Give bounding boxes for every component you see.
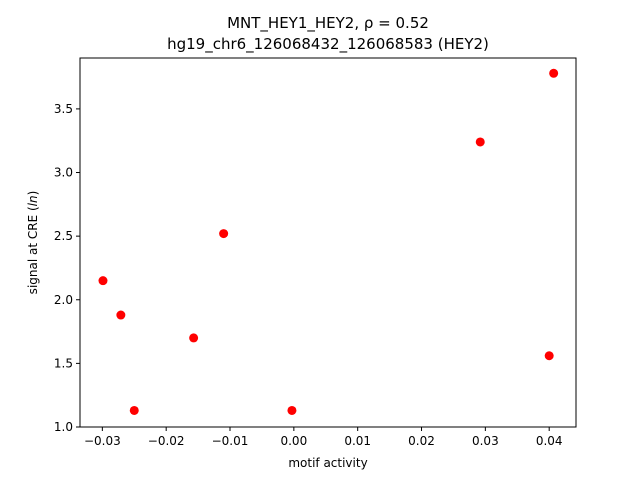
y-tick-label: 3.0 [54, 166, 73, 180]
x-tick-label: 0.04 [536, 434, 563, 448]
x-axis-ticks: −0.03 −0.02 −0.01 0.00 0.01 0.02 0.03 0.04 [84, 427, 563, 448]
data-point [475, 137, 485, 147]
data-points [98, 68, 559, 415]
y-axis-label-suffix: ) [26, 191, 40, 196]
data-point [189, 333, 199, 343]
x-tick-label: −0.02 [148, 434, 185, 448]
y-axis-label-prefix: signal at CRE ( [26, 206, 40, 294]
data-point [219, 229, 229, 239]
data-point [116, 310, 126, 320]
y-tick-label: 2.5 [54, 229, 73, 243]
data-point [129, 405, 139, 415]
y-axis-ticks: 1.0 1.5 2.0 2.5 3.0 3.5 [54, 102, 80, 434]
data-point [549, 68, 559, 78]
chart-title-line1: MNT_HEY1_HEY2, ρ = 0.52 [227, 14, 429, 33]
y-axis-label: signal at CRE (ln) [26, 191, 40, 295]
x-tick-label: 0.01 [344, 434, 371, 448]
y-tick-label: 1.5 [54, 356, 73, 370]
x-tick-label: 0.02 [408, 434, 435, 448]
x-axis-label: motif activity [288, 456, 367, 470]
x-tick-label: 0.03 [472, 434, 499, 448]
x-tick-label: −0.03 [84, 434, 121, 448]
y-axis-label-italic: ln [26, 195, 40, 206]
y-tick-label: 1.0 [54, 420, 73, 434]
y-tick-label: 2.0 [54, 293, 73, 307]
plot-frame [79, 57, 577, 428]
x-tick-label: 0.00 [280, 434, 307, 448]
y-tick-label: 3.5 [54, 102, 73, 116]
chart-title-line2: hg19_chr6_126068432_126068583 (HEY2) [167, 35, 489, 54]
data-point [544, 351, 554, 361]
x-tick-label: −0.01 [212, 434, 249, 448]
data-point [287, 405, 297, 415]
data-point [98, 276, 108, 286]
